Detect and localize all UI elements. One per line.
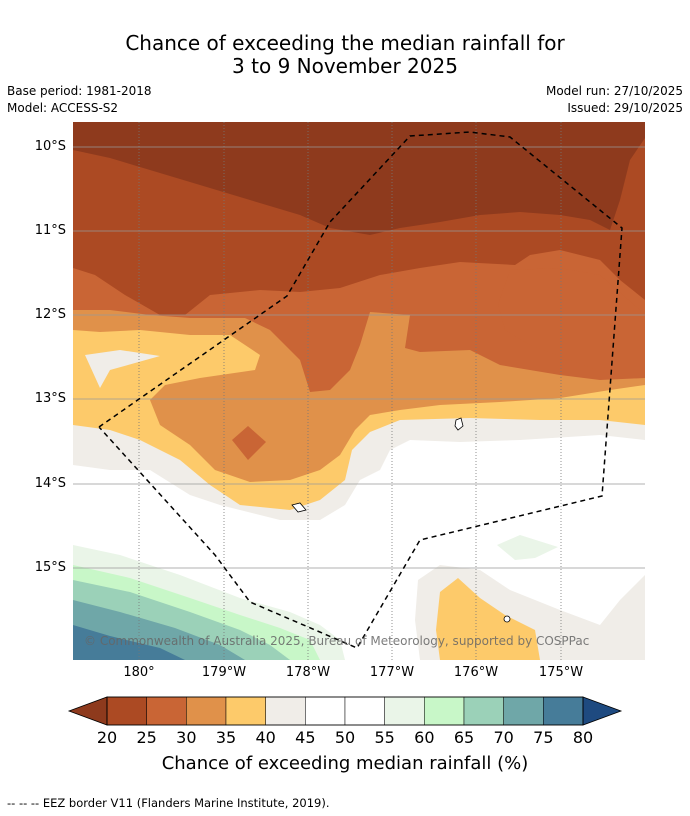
meta-right: Model run: 27/10/2025 Issued: 29/10/2025 (546, 83, 683, 117)
colorbar-swatch (186, 696, 227, 726)
colorbar-swatch (424, 696, 465, 726)
map-plot-area (73, 122, 645, 660)
colorbar-swatch (503, 696, 544, 726)
eez-footnote: -- -- -- EEZ border V11 (Flanders Marine… (7, 796, 330, 810)
colorbar (67, 696, 623, 726)
island-shape-1 (454, 417, 464, 431)
contour-25-30-patch (232, 426, 266, 460)
colorbar-swatch (305, 696, 346, 726)
contour-75-80 (73, 625, 185, 660)
meta-left: Base period: 1981-2018 Model: ACCESS-S2 (7, 83, 152, 117)
model-run: Model run: 27/10/2025 (545, 84, 683, 98)
colorbar-tick-label: 20 (96, 728, 118, 747)
contour-below-20 (73, 122, 645, 235)
colorbar-tick-label: 30 (176, 728, 197, 747)
issued-date: Issued: 29/10/2025 (567, 101, 683, 115)
latitude-label: 11°S (34, 223, 66, 238)
island-shape-2 (291, 502, 307, 513)
colorbar-swatch (265, 696, 306, 726)
longitude-label: 179°W (201, 665, 247, 680)
island-shape-3 (503, 615, 511, 623)
base-period: Base period: 1981-2018 (7, 84, 152, 98)
colorbar-tick-label: 60 (414, 728, 435, 747)
colorbar-tick-label: 50 (334, 728, 356, 747)
map-title-line2: 3 to 9 November 2025 (232, 54, 458, 78)
map-title-line1: Chance of exceeding the median rainfall … (125, 31, 565, 55)
longitude-label: 175°W (538, 665, 584, 680)
colorbar-tick-label: 45 (295, 728, 316, 747)
colorbar-swatch (225, 696, 266, 726)
contour-40-45-west (85, 350, 160, 388)
colorbar-tick-label: 55 (374, 728, 395, 747)
model-name: Model: ACCESS-S2 (7, 101, 119, 115)
colorbar-swatch (106, 696, 147, 726)
latitude-label: 10°S (34, 139, 66, 154)
contour-35-40-southeast (436, 578, 540, 660)
longitude-label: 178°W (285, 665, 331, 680)
latitude-gridlines (73, 146, 645, 569)
longitude-label: 177°W (369, 665, 415, 680)
colorbar-swatch (384, 696, 425, 726)
colorbar-tick-label: 25 (136, 728, 157, 747)
eez-border (98, 131, 623, 649)
copyright-text: © Commonwealth of Australia 2025, Bureau… (84, 634, 590, 648)
colorbar-tick-label: 35 (215, 728, 237, 747)
colorbar-swatch (146, 696, 187, 726)
latitude-label: 12°S (34, 307, 66, 322)
colorbar-swatch (543, 696, 584, 726)
colorbar-tick-label: 70 (493, 728, 514, 747)
colorbar-swatch (463, 696, 504, 726)
colorbar-tick-label: 40 (255, 728, 276, 747)
colorbar-swatch (344, 696, 385, 726)
latitude-label: 15°S (34, 560, 66, 575)
colorbar-tick-label: 75 (533, 728, 554, 747)
colorbar-title: Chance of exceeding median rainfall (%) (161, 753, 529, 774)
longitude-label: 176°W (453, 665, 499, 680)
longitude-label: 180° (123, 665, 155, 680)
colorbar-under-arrow (69, 697, 107, 725)
colorbar-tick-label: 65 (453, 728, 475, 747)
contour-25-30-east (498, 268, 645, 375)
latitude-label: 14°S (34, 476, 66, 491)
colorbar-tick-label: 80 (572, 728, 594, 747)
colorbar-over-arrow (583, 697, 621, 725)
latitude-label: 13°S (34, 391, 66, 406)
contour-55-60-east (497, 535, 558, 560)
